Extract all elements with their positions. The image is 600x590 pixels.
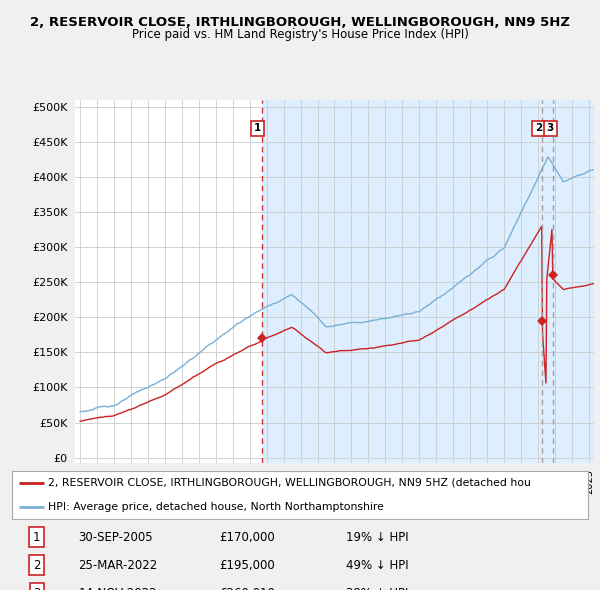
Text: 38% ↓ HPI: 38% ↓ HPI [346, 586, 409, 590]
Text: 3: 3 [547, 123, 554, 133]
Text: 2, RESERVOIR CLOSE, IRTHLINGBOROUGH, WELLINGBOROUGH, NN9 5HZ (detached hou: 2, RESERVOIR CLOSE, IRTHLINGBOROUGH, WEL… [48, 478, 531, 488]
Text: HPI: Average price, detached house, North Northamptonshire: HPI: Average price, detached house, Nort… [48, 502, 384, 512]
Text: 1: 1 [33, 531, 41, 544]
Text: 2: 2 [33, 559, 41, 572]
Text: 2, RESERVOIR CLOSE, IRTHLINGBOROUGH, WELLINGBOROUGH, NN9 5HZ: 2, RESERVOIR CLOSE, IRTHLINGBOROUGH, WEL… [30, 16, 570, 29]
Text: 49% ↓ HPI: 49% ↓ HPI [346, 559, 409, 572]
Text: £260,010: £260,010 [220, 586, 275, 590]
Text: £170,000: £170,000 [220, 531, 275, 544]
Text: 1: 1 [254, 123, 261, 133]
Text: 25-MAR-2022: 25-MAR-2022 [78, 559, 157, 572]
Text: 14-NOV-2022: 14-NOV-2022 [78, 586, 157, 590]
Bar [262, 100, 594, 463]
Text: 30-SEP-2005: 30-SEP-2005 [78, 531, 153, 544]
Text: 3: 3 [33, 586, 40, 590]
Text: £195,000: £195,000 [220, 559, 275, 572]
Text: Price paid vs. HM Land Registry's House Price Index (HPI): Price paid vs. HM Land Registry's House … [131, 28, 469, 41]
Text: 19% ↓ HPI: 19% ↓ HPI [346, 531, 409, 544]
Text: 2: 2 [535, 123, 542, 133]
